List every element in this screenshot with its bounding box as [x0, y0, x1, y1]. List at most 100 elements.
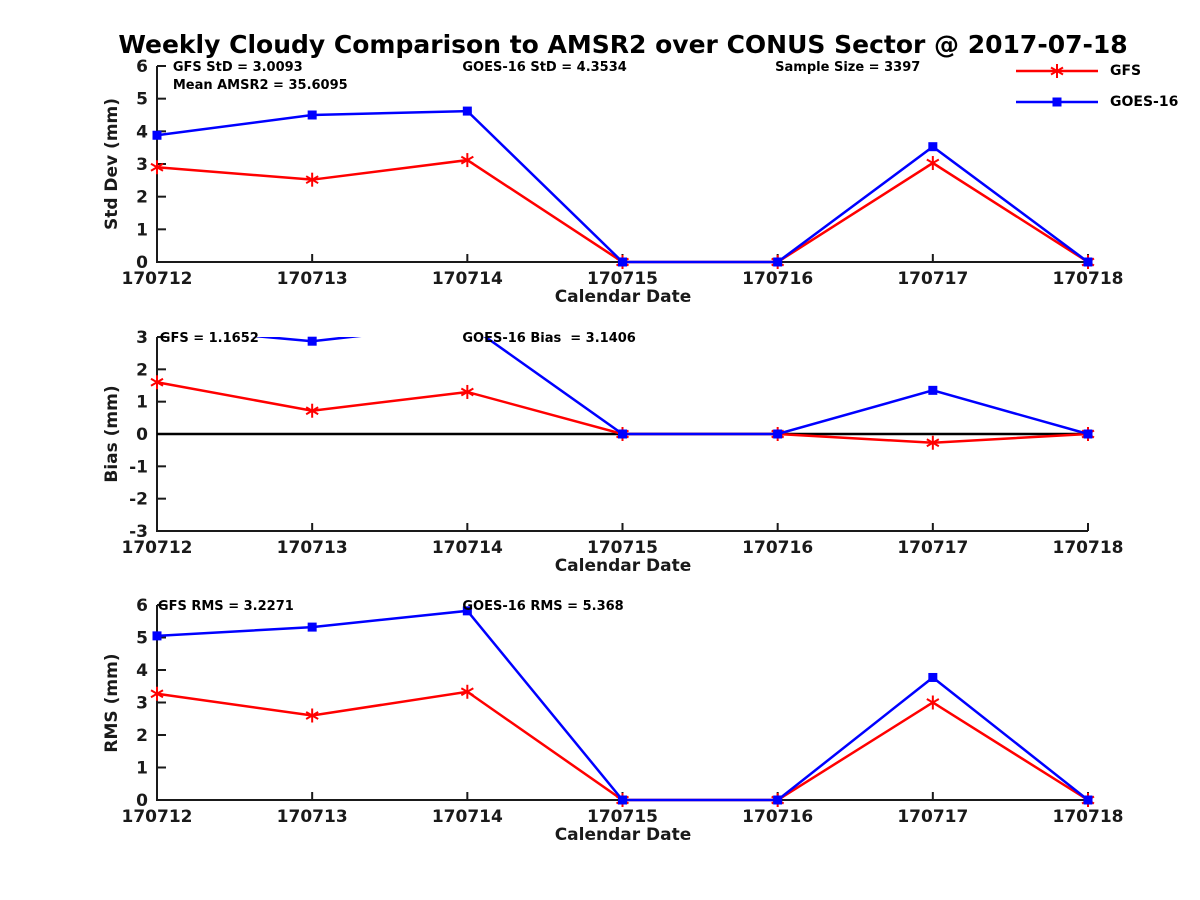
marker-square	[928, 385, 938, 395]
marker-square	[152, 631, 162, 641]
series-markers-goes-16	[152, 106, 1093, 267]
y-tick-label: 0	[136, 253, 148, 273]
marker-asterisk	[305, 403, 319, 418]
y-tick-label: 1	[136, 759, 148, 779]
legend-marker-square	[1052, 97, 1062, 107]
annotation: GOES-16 Bias = 3.1406	[462, 331, 636, 346]
series-line-goes-16	[156, 609, 1089, 802]
x-tick-label: 170714	[432, 807, 503, 827]
marker-asterisk	[460, 384, 474, 399]
x-tick-label: 170712	[122, 807, 193, 827]
x-tick-label: 170715	[587, 807, 658, 827]
marker-square	[773, 795, 783, 805]
subplot-2: 170712 170713 170714 170715 170716 170717 1707…	[122, 596, 1124, 827]
legend-marker-asterisk	[1050, 66, 1064, 76]
x-axis-label-3: Calendar Date	[554, 825, 692, 845]
subplot-0: 170712 170713 170714 170715 170716 170717 1707…	[122, 57, 1124, 289]
marker-asterisk	[926, 435, 940, 450]
legend-label: GFS	[1110, 63, 1142, 79]
series-markers-gfs	[150, 153, 1095, 269]
marker-asterisk	[926, 156, 940, 171]
x-tick-label: 170714	[432, 269, 503, 289]
x-tick-label: 170716	[742, 538, 813, 558]
y-axis-label-stddev: Std Dev (mm)	[102, 97, 122, 231]
x-tick-label: 170714	[432, 538, 503, 558]
y-tick-label: -3	[129, 522, 148, 542]
legend-key-asterisk-icon	[1016, 64, 1098, 78]
y-tick-label: 0	[136, 425, 148, 445]
y-tick-label: 5	[136, 629, 148, 649]
x-axis-label-2: Calendar Date	[554, 556, 692, 576]
marker-square	[1083, 257, 1093, 267]
x-axis-label-1: Calendar Date	[554, 287, 692, 307]
legend-item-goes-16: GOES-16	[1012, 93, 1178, 111]
x-tick-label: 170718	[1053, 538, 1124, 558]
y-tick-label: 3	[136, 694, 148, 714]
y-tick-label: 3	[136, 155, 148, 175]
marker-asterisk	[305, 172, 319, 187]
marker-square	[1083, 429, 1093, 439]
x-tick-label: 170712	[122, 269, 193, 289]
series-markers-gfs	[150, 684, 1095, 807]
marker-square	[773, 429, 783, 439]
chart-title: Weekly Cloudy Comparison to AMSR2 over C…	[118, 30, 1128, 59]
series-line-gfs	[156, 690, 1089, 802]
series-markers-goes-16	[152, 606, 1093, 805]
y-tick-label: -1	[129, 457, 148, 477]
y-tick-label: 6	[136, 596, 148, 616]
x-tick-label: 170713	[277, 269, 348, 289]
x-tick-label: 170717	[897, 269, 968, 289]
y-tick-label: 2	[136, 360, 148, 380]
legend-key-square-icon	[1016, 97, 1098, 107]
y-tick-label: 1	[136, 393, 148, 413]
marker-square	[928, 142, 938, 152]
y-tick-label: 5	[136, 90, 148, 110]
x-tick-label: 170716	[742, 807, 813, 827]
x-tick-label: 170718	[1053, 269, 1124, 289]
marker-square	[618, 795, 627, 805]
annotation: GOES-16 RMS = 5.368	[462, 599, 624, 614]
marker-square	[307, 110, 317, 120]
y-tick-label: 6	[136, 57, 148, 77]
x-tick-label: 170717	[897, 807, 968, 827]
annotation: Sample Size = 3397	[775, 60, 921, 75]
subplot-1: 170712 170713 170714 170715 170716 170717 1707…	[122, 328, 1124, 558]
marker-square	[307, 336, 317, 346]
x-tick-label: 170715	[587, 269, 658, 289]
marker-asterisk	[305, 708, 319, 723]
marker-asterisk	[926, 695, 940, 710]
x-tick-label: 170717	[897, 538, 968, 558]
marker-asterisk	[150, 160, 164, 175]
marker-square	[773, 257, 783, 267]
marker-asterisk	[150, 686, 164, 701]
x-tick-label: 170716	[742, 269, 813, 289]
y-tick-label: 0	[136, 791, 148, 811]
y-tick-label: 2	[136, 188, 148, 208]
y-axis-label-rms: RMS (mm)	[102, 653, 122, 753]
marker-square	[462, 606, 472, 616]
y-tick-label: -2	[129, 490, 148, 510]
y-tick-label: 4	[136, 122, 148, 142]
marker-square	[1083, 795, 1093, 805]
y-axis-label-bias: Bias (mm)	[102, 385, 122, 483]
series-line-goes-16	[156, 109, 1089, 264]
marker-square	[618, 257, 627, 267]
marker-square	[928, 672, 938, 682]
x-tick-label: 170713	[277, 807, 348, 827]
marker-square	[307, 622, 317, 632]
x-tick-label: 170713	[277, 538, 348, 558]
legend-label: GOES-16	[1110, 94, 1179, 110]
series-markers-gfs	[150, 375, 1095, 450]
series-markers-goes-16	[307, 336, 1093, 439]
marker-asterisk	[460, 153, 474, 168]
annotation: GFS = 1.1652	[159, 331, 259, 346]
legend-item-gfs: GFS	[1012, 62, 1178, 80]
marker-square	[462, 106, 472, 116]
x-tick-label: 170718	[1053, 807, 1124, 827]
annotation: GFS RMS = 3.2271	[157, 599, 294, 614]
legend: GFS GOES-16	[1012, 62, 1178, 111]
x-tick-label: 170715	[587, 538, 658, 558]
annotation: Mean AMSR2 = 35.6095	[172, 78, 348, 93]
